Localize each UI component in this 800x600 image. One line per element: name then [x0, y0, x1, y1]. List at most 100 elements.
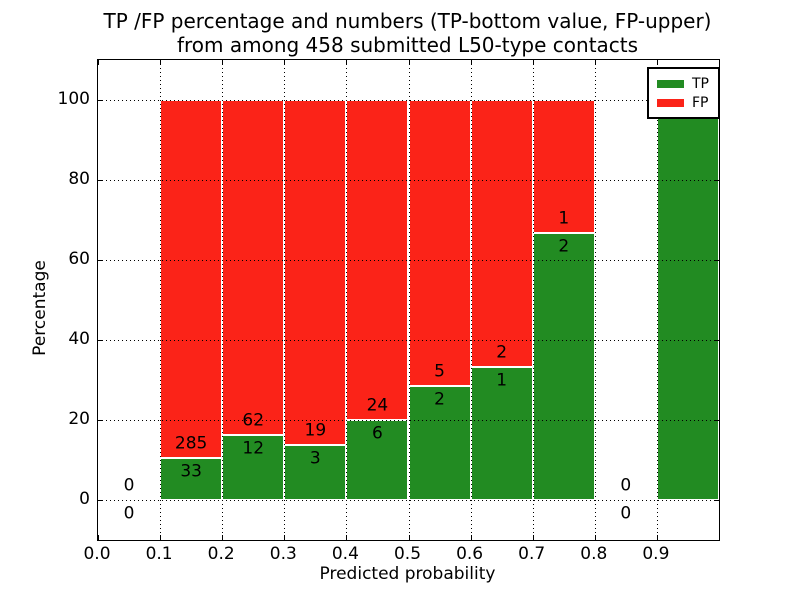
y-tick-label: 60: [68, 249, 90, 269]
tp-count-label: 3: [309, 448, 321, 469]
tp-color-swatch: [657, 79, 684, 88]
y-tick-label: 40: [68, 329, 90, 349]
x-tick-label: 0.7: [518, 544, 546, 564]
grid-layer: [98, 60, 719, 540]
y-tick-label: 0: [79, 489, 90, 509]
vertical-gridline: [656, 60, 658, 540]
chart-title-line2: from among 458 submitted L50-type contac…: [176, 33, 639, 57]
y-tickmark: [714, 500, 719, 501]
legend-item-fp: FP: [657, 93, 710, 112]
fp-bar-segment: [222, 100, 285, 436]
fp-color-swatch: [657, 98, 684, 107]
tp-bar-segment: [470, 366, 533, 500]
x-tickmark: [160, 535, 162, 540]
tp-bar-segment: [222, 435, 285, 500]
chart-title-line1: TP /FP percentage and numbers (TP-bottom…: [103, 9, 712, 33]
y-tickmark: [98, 340, 103, 341]
tp-bar-segment: [656, 100, 719, 500]
legend: TP FP: [647, 67, 720, 119]
x-tickmark: [408, 60, 410, 65]
x-tickmark: [594, 535, 596, 540]
tp-count-label: 33: [180, 461, 202, 482]
x-tickmark: [656, 60, 658, 65]
tp-count-label: 12: [242, 438, 265, 459]
fp-count-label: 5: [434, 361, 445, 382]
bars-layer: [98, 60, 719, 540]
fp-count-label: 24: [366, 395, 389, 416]
y-tickmark: [714, 420, 719, 421]
x-tick-label: 0.0: [83, 544, 111, 564]
vertical-gridline: [160, 60, 162, 540]
x-tick-label: 0.2: [207, 544, 235, 564]
fp-bar-segment: [284, 100, 347, 446]
tp-count-label: 0: [123, 503, 135, 524]
x-tickmark: [470, 60, 472, 65]
tp-bar-segment: [532, 233, 595, 500]
x-tick-label: 0.9: [642, 544, 670, 564]
legend-label-fp: FP: [692, 94, 709, 111]
x-tickmark: [284, 535, 286, 540]
tp-count-label: 1: [496, 370, 508, 391]
x-tickmark: [470, 535, 472, 540]
legend-label-tp: TP: [692, 75, 709, 92]
y-tick-label: 20: [68, 409, 90, 429]
x-tickmark: [532, 60, 534, 65]
x-tickmark: [346, 535, 348, 540]
y-tick-label: 100: [57, 89, 90, 109]
tp-count-label: 2: [434, 389, 445, 410]
fp-count-label: 1: [558, 208, 570, 229]
fp-count-label: 19: [304, 420, 327, 441]
vertical-gridline: [284, 60, 286, 540]
vertical-gridline: [470, 60, 472, 540]
fp-count-label: 0: [123, 475, 135, 496]
x-tickmark: [160, 60, 162, 65]
x-tickmark: [408, 535, 410, 540]
legend-item-tp: TP: [657, 74, 710, 93]
ticks-layer: [98, 60, 719, 540]
x-axis-label: Predicted probability: [319, 564, 496, 584]
x-tickmark: [222, 535, 224, 540]
tp-count-label: 0: [620, 503, 632, 524]
fp-count-label: 285: [174, 433, 208, 454]
x-tickmark: [346, 60, 348, 65]
y-tickmark: [98, 500, 103, 501]
y-tickmark: [98, 260, 103, 261]
vertical-gridline: [346, 60, 348, 540]
fp-count-label: 0: [620, 475, 632, 496]
fp-bar-segment: [408, 100, 471, 386]
tp-count-label: 6: [372, 423, 383, 444]
x-tick-label: 0.5: [393, 544, 422, 564]
tp-count-label: 2: [558, 236, 570, 257]
x-tickmark: [222, 60, 224, 65]
x-tick-label: 0.8: [580, 544, 608, 564]
x-tick-label: 0.3: [269, 544, 297, 564]
x-tickmark: [656, 535, 658, 540]
y-tickmark: [98, 420, 103, 421]
y-tick-label: 80: [68, 169, 90, 189]
x-tickmark: [594, 60, 596, 65]
fp-count-label: 2: [496, 342, 508, 363]
x-tick-label: 0.4: [331, 544, 359, 564]
plot-area: 002853362121932465221120001 TP FP: [97, 59, 720, 541]
y-tickmark: [714, 340, 719, 341]
vertical-gridline: [408, 60, 410, 540]
x-tickmark: [284, 60, 286, 65]
x-tickmark: [98, 60, 99, 65]
vertical-gridline: [532, 60, 534, 540]
bar-count-labels-layer: 002853362121932465221120001: [98, 60, 719, 540]
y-tickmark: [98, 100, 103, 101]
fp-count-label: 62: [242, 410, 265, 431]
tp-bar-segment: [346, 420, 409, 500]
chart-title: TP /FP percentage and numbers (TP-bottom…: [97, 9, 718, 57]
fp-bar-segment: [532, 100, 595, 234]
x-tick-label: 0.6: [456, 544, 484, 564]
x-tickmark: [98, 535, 99, 540]
y-tickmark: [98, 180, 103, 181]
x-tickmark: [532, 535, 534, 540]
fp-bar-segment: [160, 100, 223, 459]
vertical-gridline: [222, 60, 224, 540]
y-tickmark: [714, 180, 719, 181]
vertical-gridline: [594, 60, 596, 540]
x-tick-label: 0.1: [145, 544, 173, 564]
